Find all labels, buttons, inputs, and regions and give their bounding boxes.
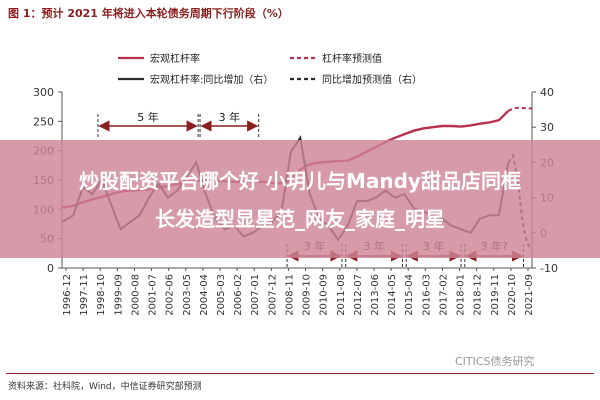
x-tick-label: 2017-02 xyxy=(438,274,449,316)
x-tick-label: 2007-01 xyxy=(250,274,261,316)
x-tick-label: 2019-11 xyxy=(490,274,501,316)
x-tick-label: 2016-03 xyxy=(421,274,432,316)
x-tick-label: 2020-10 xyxy=(507,274,518,316)
cycle-label: 5 年 xyxy=(137,110,159,124)
x-tick-label: 2012-07 xyxy=(353,274,364,316)
x-tick-label: 2010-09 xyxy=(319,274,330,316)
x-tick-label: 2005-03 xyxy=(216,274,227,316)
x-tick-label: 2015-04 xyxy=(404,274,415,316)
cycle-label-bg xyxy=(215,110,244,124)
x-tick-label: 2014-05 xyxy=(387,274,398,316)
ad-overlay-banner[interactable] xyxy=(0,140,600,258)
source-note: 资料来源：社科院，Wind，中信证券研究部预测 xyxy=(8,382,202,392)
ad-overlay-line1[interactable]: 炒股配资平台哪个好 小玥儿与Mandy甜品店同框 xyxy=(79,169,521,193)
x-tick-label: 1998-10 xyxy=(96,274,107,316)
x-tick-label: 1997-11 xyxy=(79,274,90,316)
y-left-tick-label: 0 xyxy=(47,262,54,275)
x-tick-label: 2018-01 xyxy=(456,274,467,316)
y-right-tick-label: -10 xyxy=(540,262,558,275)
x-tick-label: 2007-12 xyxy=(267,274,278,316)
x-tick-label: 2003-05 xyxy=(182,274,193,316)
y-left-tick-label: 250 xyxy=(33,115,54,128)
x-tick-label: 2002-06 xyxy=(165,274,176,316)
y-left-tick-label: 300 xyxy=(33,86,54,99)
legend-label: 宏观杠杆率:同比增加（右） xyxy=(150,73,273,86)
y-right-tick-label: 40 xyxy=(540,86,554,99)
x-tick-label: 2008-11 xyxy=(284,274,295,316)
cycle-label-bg xyxy=(134,110,163,124)
x-tick-label: 2000-08 xyxy=(130,274,141,316)
x-tick-label: 2004-04 xyxy=(199,274,210,316)
leverage-forecast-line xyxy=(507,106,532,112)
y-right-tick-label: 30 xyxy=(540,121,554,134)
x-tick-label: 2011-08 xyxy=(336,274,347,316)
ad-overlay-line2[interactable]: 长发造型显星范_网友_家庭_明星 xyxy=(155,207,445,231)
x-tick-label: 1999-09 xyxy=(113,274,124,316)
x-tick-label: 2018-12 xyxy=(473,274,484,316)
x-tick-label: 2021-09 xyxy=(524,274,535,316)
cycle-label: 3 年 xyxy=(219,110,241,124)
x-tick-label: 2001-07 xyxy=(148,274,159,316)
footer-divider xyxy=(6,373,594,374)
figure-title: 图 1：预计 2021 年将进入本轮债务周期下行阶段（%） xyxy=(8,7,289,20)
watermark-text: CITICS债务研究 xyxy=(455,355,535,368)
legend-label: 杠杆率预测值 xyxy=(322,52,382,65)
x-tick-label: 2009-10 xyxy=(302,274,313,316)
x-tick-label: 2013-06 xyxy=(370,274,381,316)
legend-label: 宏观杠杆率 xyxy=(150,52,200,65)
x-tick-label: 2006-02 xyxy=(233,274,244,316)
x-tick-label: 1996-12 xyxy=(62,274,73,316)
legend-label: 同比增加预测值（右） xyxy=(322,73,422,86)
